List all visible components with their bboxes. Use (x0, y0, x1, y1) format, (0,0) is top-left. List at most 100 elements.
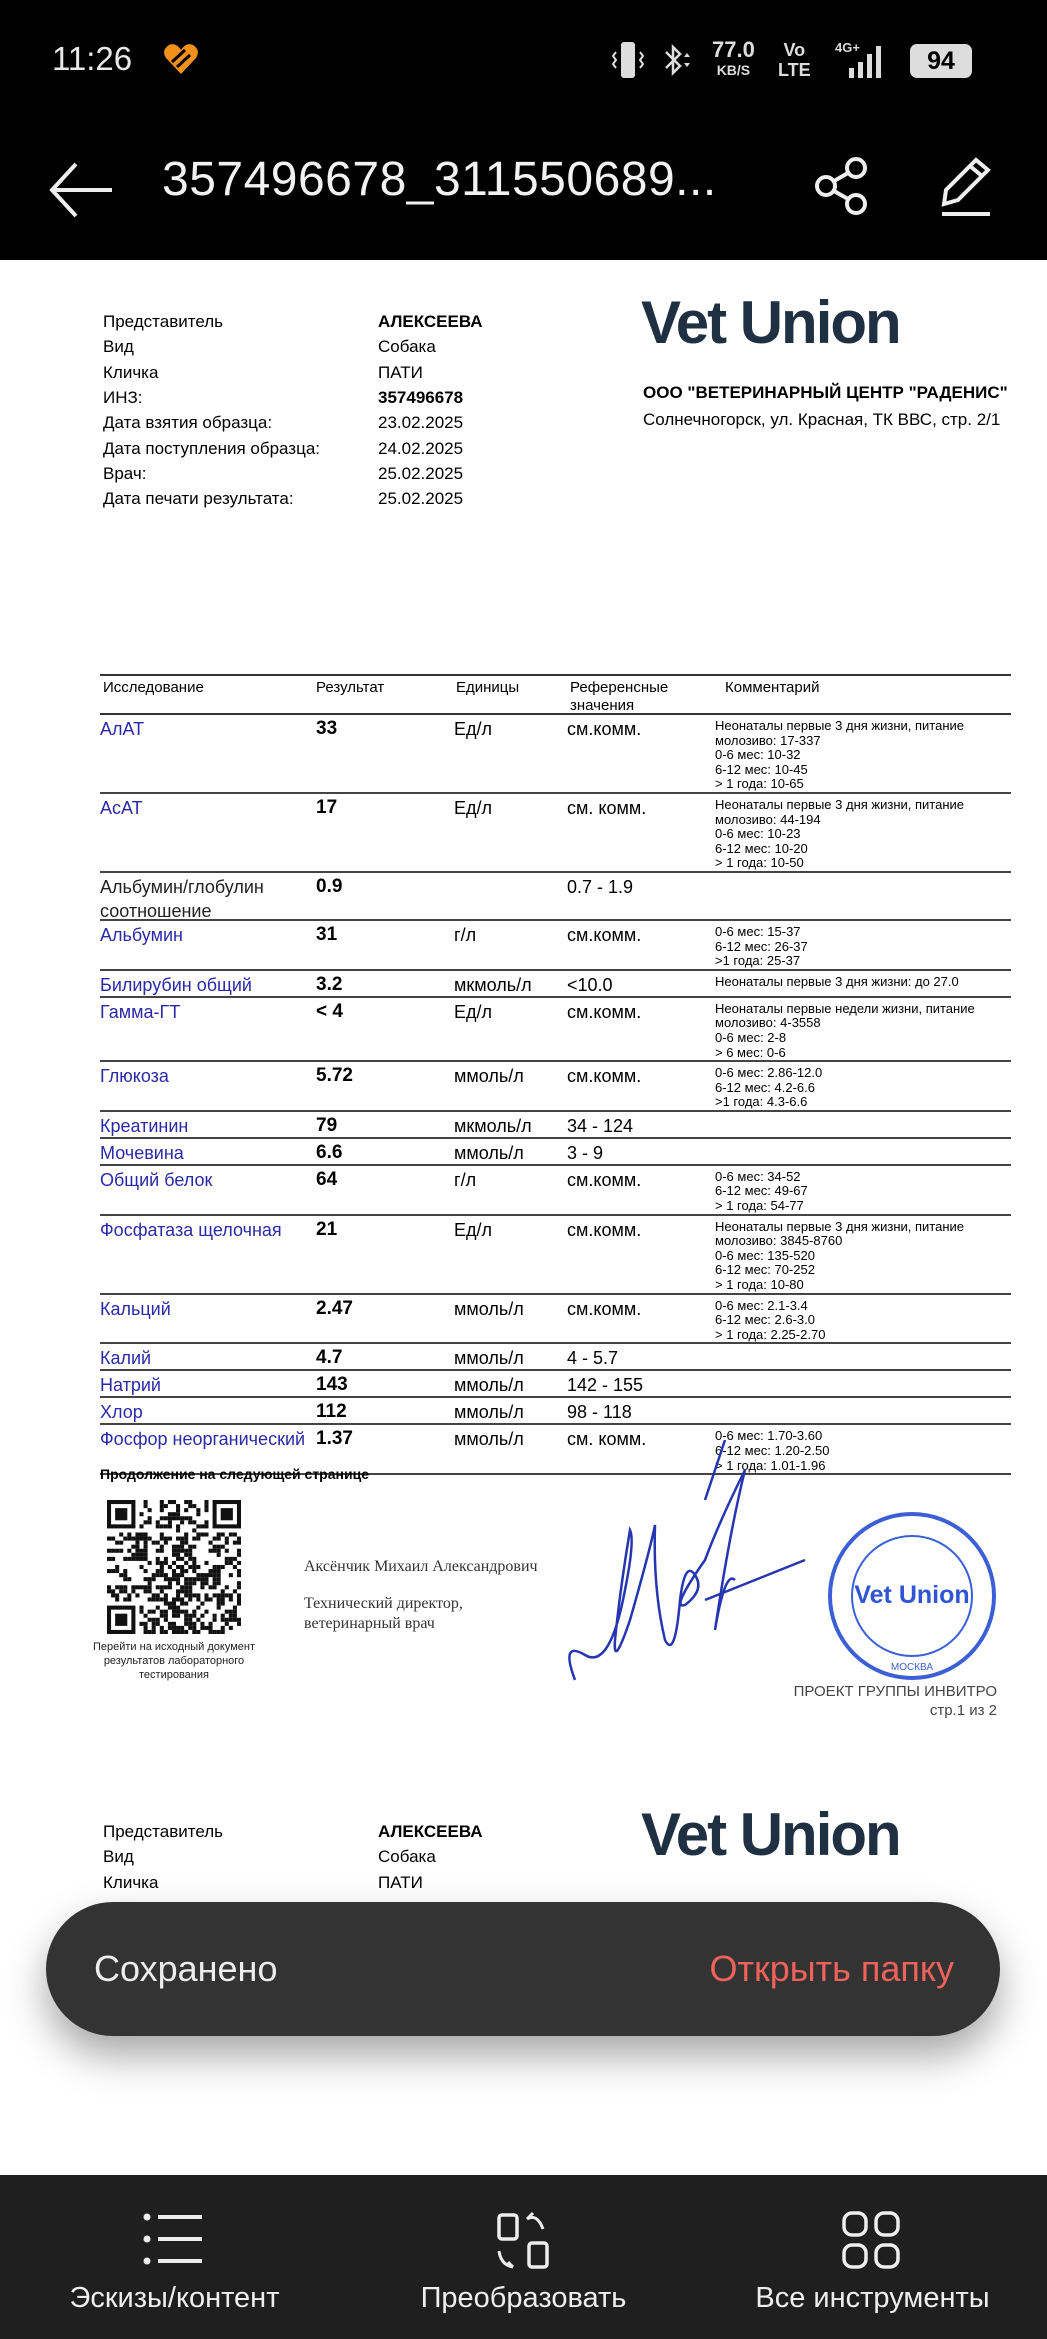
comment-line: Неонаталы первые 3 дня жизни, питание (715, 718, 964, 733)
test-result: 112 (316, 1401, 347, 1423)
signal-icon (849, 46, 881, 78)
test-comment: Неонаталы первые 3 дня жизни: до 27.0 (715, 971, 1011, 995)
test-reference: 4 - 5.7 (567, 1348, 619, 1369)
test-result: 5.72 (316, 1065, 353, 1087)
table-row: Кальций 2.47 ммоль/л см.комм. 0-6 мес: 2.1-3… (100, 1295, 1011, 1345)
test-unit: мкмоль/л (454, 1115, 532, 1136)
signer-title: Технический директор, ветеринарный врач (304, 1594, 463, 1634)
qr-code[interactable] (107, 1500, 241, 1634)
share-button[interactable] (812, 156, 872, 216)
info-label: Представитель (103, 1822, 224, 1841)
test-comment: 0-6 мес: 1.70-3.60 6-12 мес: 1.20-2.50 > 1… (715, 1425, 1011, 1473)
toolbar: 357496678_311550689... (0, 120, 1047, 260)
test-name[interactable]: АсАТ (100, 797, 143, 818)
comment-line: молозиво: 3845-8760 (715, 1233, 843, 1249)
comment-line: 6-12 мес: 10-45 (715, 761, 808, 777)
volte-indicator: Vo LTE (778, 40, 811, 80)
test-name[interactable]: Мочевина (100, 1142, 184, 1163)
test-unit: ммоль/л (454, 1402, 524, 1423)
test-unit: г/л (454, 924, 477, 945)
info-value: 23.02.2025 (378, 413, 464, 433)
table-row: Гамма-ГТ < 4 Ед/л см.комм. Неонаталы первые … (100, 998, 1011, 1063)
test-unit: Ед/л (454, 797, 493, 818)
edit-button[interactable] (936, 154, 996, 218)
test-name[interactable]: Креатинин (100, 1115, 189, 1136)
comment-line: > 1 года: 10-80 (715, 1277, 804, 1293)
info-value: ПАТИ (378, 1872, 423, 1892)
comment-line: 0-6 мес: 34-52 (715, 1168, 801, 1184)
test-name[interactable]: Глюкоза (100, 1066, 169, 1087)
test-name[interactable]: Билирубин общий (100, 974, 252, 995)
comment-line: 0-6 мес: 10-32 (715, 747, 801, 763)
back-button[interactable] (48, 160, 114, 220)
header-test: Исследование (103, 679, 204, 696)
info-label: Вид (103, 337, 134, 357)
comment-line: > 1 года: 54-77 (715, 1198, 804, 1214)
vet-union-logo: Vet Union (641, 289, 902, 356)
convert-icon (497, 2211, 549, 2269)
test-name[interactable]: Натрий (100, 1375, 161, 1396)
table-row: Мочевина 6.6 ммоль/л 3 - 9 (100, 1139, 1011, 1166)
open-folder-button[interactable]: Открыть папку (709, 1948, 954, 1989)
signer-title-line1: Технический директор, (304, 1595, 463, 1612)
comment-line: 0-6 мес: 15-37 (715, 923, 801, 939)
test-name[interactable]: АлАТ (100, 719, 145, 739)
test-name[interactable]: Калий (100, 1348, 152, 1369)
info-label: Дата взятия образца: (103, 413, 273, 433)
table-body: АлАТ 33 Ед/л см.комм. Неонаталы первые 3 дня… (100, 715, 1011, 1476)
bluetooth-icon (665, 43, 690, 77)
test-comment: 0-6 мес: 15-37 6-12 мес: 26-37 >1 года: 25… (715, 921, 1011, 969)
test-name[interactable]: Кальций (100, 1298, 171, 1319)
test-result: < 4 (316, 1000, 343, 1022)
signature (568, 1440, 806, 1681)
list-icon (143, 2213, 202, 2265)
test-result: 3.2 (316, 973, 343, 995)
test-name[interactable]: Альбумин/глобулин соотношение (100, 876, 264, 921)
pdf-viewer[interactable] (0, 260, 1047, 2175)
comment-line: > 1 года: 10-65 (715, 776, 804, 792)
status-bar: 11:26 77.0 KB/S Vo LTE 4G+ 94 (0, 0, 1047, 120)
test-name[interactable]: Фосфатаза щелочная (100, 1219, 282, 1240)
stamp: Vet Union МОСКВА (828, 1512, 996, 1680)
test-comment (715, 1139, 1011, 1163)
test-name[interactable]: Фосфор неорганический (100, 1429, 306, 1450)
test-comment: 0-6 мес: 2.1-3.4 6-12 мес: 2.6-3.0 > 1 год… (715, 1295, 1011, 1343)
test-name[interactable]: Альбумин (100, 924, 183, 945)
test-comment (715, 873, 1011, 919)
stamp-city: МОСКВА (891, 1662, 933, 1673)
comment-line: 6-12 мес: 49-67 (715, 1183, 808, 1199)
convert-button[interactable]: Преобразовать (349, 2175, 698, 2339)
header-units: Единицы (456, 679, 520, 696)
info-value: 25.02.2025 (378, 463, 464, 483)
header-result: Результат (316, 679, 385, 696)
comment-line: >1 года: 25-37 (715, 953, 801, 969)
info-label: Вид (103, 1847, 134, 1867)
table-row: Креатинин 79 мкмоль/л 34 - 124 (100, 1112, 1011, 1139)
test-comment: 0-6 мес: 34-52 6-12 мес: 49-67 > 1 года: 5… (715, 1166, 1011, 1214)
all-tools-button[interactable]: Все инструменты (698, 2175, 1047, 2339)
test-reference: <10.0 (567, 974, 613, 995)
test-name[interactable]: Гамма-ГТ (100, 1001, 181, 1022)
test-name[interactable]: Хлор (100, 1402, 143, 1423)
all-tools-label: Все инструменты (755, 2282, 990, 2314)
continuation-note: Продолжение на следующей странице (100, 1466, 369, 1482)
info-value: ПАТИ (378, 362, 423, 382)
vibrate-icon (611, 42, 645, 78)
test-comment (715, 1344, 1011, 1368)
comment-line: > 1 года: 1.01-1.96 (715, 1457, 826, 1473)
test-reference: 142 - 155 (567, 1375, 644, 1396)
test-result: 4.7 (316, 1347, 343, 1369)
table-row: Натрий 143 ммоль/л 142 - 155 (100, 1371, 1011, 1399)
test-name[interactable]: Общий белок (100, 1169, 213, 1190)
comment-line: 0-6 мес: 10-23 (715, 826, 801, 842)
table-row: Альбумин/глобулин соотношение 0.9 0.7 - 1.… (100, 873, 1011, 921)
project-label: ПРОЕКТ ГРУППЫ ИНВИТРО (793, 1683, 997, 1700)
test-unit: ммоль/л (454, 1348, 524, 1369)
thumbnails-button[interactable]: Эскизы/контент (0, 2175, 349, 2339)
comment-line: Неонаталы первые 3 дня жизни, питание (715, 1218, 964, 1234)
test-comment (715, 1371, 1011, 1395)
comment-line: 0-6 мес: 1.70-3.60 (715, 1428, 823, 1444)
test-reference: см.комм. (567, 1298, 642, 1319)
signer-name: Аксёнчик Михаил Александрович (304, 1558, 538, 1575)
info-label: Врач: (103, 463, 147, 483)
